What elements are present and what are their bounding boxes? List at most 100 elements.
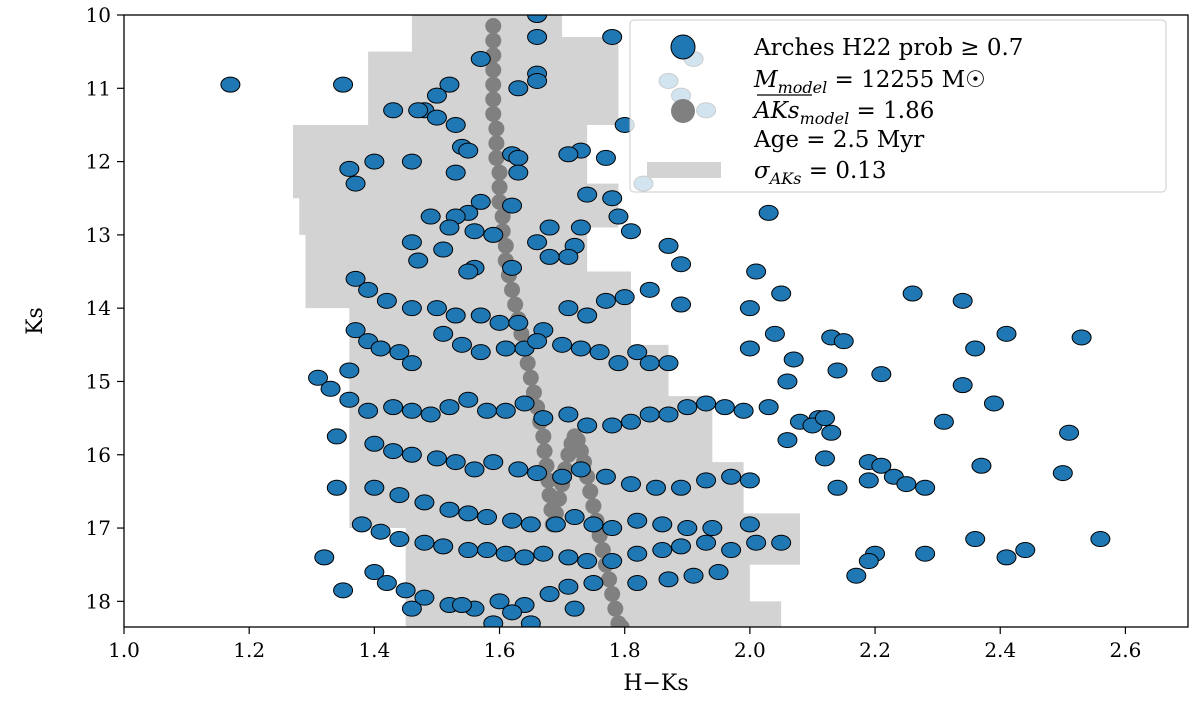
star-point	[671, 256, 692, 273]
star-point	[470, 344, 491, 361]
star-point	[639, 406, 660, 423]
star-point	[533, 545, 554, 562]
star-point	[364, 479, 385, 496]
star-point	[539, 248, 560, 265]
star-point	[871, 366, 892, 383]
star-point	[696, 472, 717, 489]
plot-frame	[123, 14, 1189, 628]
star-point	[370, 523, 391, 540]
star-point	[602, 190, 623, 207]
star-point	[552, 336, 573, 353]
star-point	[401, 446, 422, 463]
star-point	[358, 402, 379, 419]
model-point	[550, 490, 567, 507]
star-point	[420, 208, 441, 225]
star-point	[426, 109, 447, 126]
star-point	[996, 549, 1017, 566]
star-point	[445, 164, 466, 181]
model-point	[485, 32, 502, 49]
star-point	[583, 575, 604, 592]
star-point	[714, 399, 735, 416]
x-tick-label: 2.4	[984, 638, 1016, 662]
star-point	[483, 454, 504, 471]
star-point	[326, 479, 347, 496]
model-point	[485, 61, 502, 78]
star-point	[458, 542, 479, 559]
star-point	[965, 531, 986, 548]
star-point	[708, 564, 729, 581]
star-point	[326, 428, 347, 445]
star-point	[426, 87, 447, 104]
x-axis-label: H−Ks	[623, 671, 688, 696]
legend-label-age: Age = 2.5 Myr	[753, 127, 924, 153]
star-point	[702, 520, 723, 537]
y-tick-label: 17	[86, 516, 111, 540]
star-point	[508, 164, 529, 181]
star-point	[495, 340, 516, 357]
star-point	[608, 208, 629, 225]
star-point	[383, 102, 404, 119]
star-point	[527, 28, 548, 45]
model-point	[488, 135, 505, 152]
star-point	[620, 223, 641, 240]
star-point	[683, 567, 704, 584]
star-point	[814, 410, 835, 427]
star-point	[952, 377, 973, 394]
star-point	[696, 534, 717, 551]
star-point	[333, 76, 354, 93]
star-point	[401, 355, 422, 372]
star-point	[952, 292, 973, 309]
model-point	[536, 443, 553, 460]
star-point	[508, 461, 529, 478]
star-point	[364, 153, 385, 170]
star-point	[439, 501, 460, 518]
star-point	[376, 575, 397, 592]
x-tick-label: 2.0	[734, 638, 766, 662]
star-point	[389, 487, 410, 504]
legend-marker-stars	[670, 34, 696, 60]
star-point	[902, 285, 923, 302]
star-point	[351, 516, 372, 533]
star-point	[320, 380, 341, 397]
star-point	[821, 424, 842, 441]
spread-band	[292, 15, 800, 627]
star-point	[483, 226, 504, 243]
y-tick-label: 12	[86, 150, 111, 174]
star-point	[608, 355, 629, 372]
star-point	[833, 333, 854, 350]
star-point	[620, 476, 641, 493]
model-point	[497, 237, 514, 254]
y-tick-label: 14	[86, 296, 111, 320]
star-point	[489, 593, 510, 610]
star-point	[401, 402, 422, 419]
star-point	[389, 531, 410, 548]
star-point	[558, 549, 579, 566]
x-tick-label: 1.6	[484, 638, 516, 662]
star-point	[602, 28, 623, 45]
star-point	[527, 234, 548, 251]
star-point	[671, 479, 692, 496]
legend-marker-model	[671, 99, 695, 123]
model-point	[491, 164, 508, 181]
star-point	[896, 476, 917, 493]
star-point	[408, 102, 429, 119]
star-point	[527, 72, 548, 89]
x-tick-label: 1.0	[108, 638, 140, 662]
star-point	[220, 76, 241, 93]
star-point	[358, 281, 379, 298]
star-point	[983, 395, 1004, 412]
star-point	[414, 534, 435, 551]
y-axis: 10 11 12 13 14 15 16 17 18	[86, 3, 124, 613]
star-point	[627, 575, 648, 592]
star-point	[477, 542, 498, 559]
star-point	[433, 241, 454, 258]
x-tick-label: 1.4	[358, 638, 390, 662]
star-point	[533, 410, 554, 427]
star-point	[577, 417, 598, 434]
legend-label-stars: Arches H22 prob ≥ 0.7	[753, 35, 1023, 61]
star-point	[383, 399, 404, 416]
star-point	[364, 564, 385, 581]
star-point	[308, 369, 329, 386]
model-point	[607, 600, 624, 617]
star-point	[614, 289, 635, 306]
